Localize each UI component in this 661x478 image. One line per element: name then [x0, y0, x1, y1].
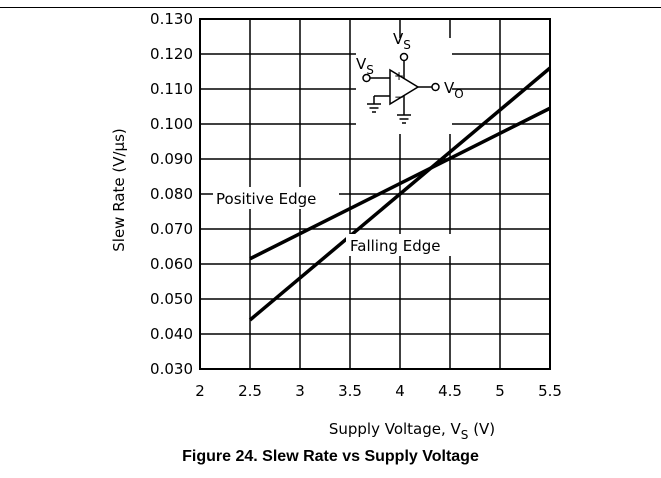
op-amp-labels: + − VS VS VO	[356, 30, 464, 104]
minus-sign: −	[394, 90, 404, 104]
series-lines	[248, 66, 552, 322]
x-tick-label: 2.5	[238, 382, 262, 400]
op-amp-schematic	[356, 38, 452, 134]
top-rule	[0, 7, 661, 8]
figure-caption: Figure 24. Slew Rate vs Supply Voltage	[182, 448, 479, 465]
x-tick-label: 3.5	[338, 382, 362, 400]
x-tick-labels: 2 2.5 3 3.5 4 4.5 5 5.5	[195, 382, 562, 400]
y-tick-label: 0.110	[150, 80, 193, 98]
slew-rate-chart: 0.030 0.040 0.050 0.060 0.070 0.080 0.090 0.100…	[110, 10, 562, 440]
vs-left-label: VS	[356, 55, 374, 77]
x-tick-label: 5.5	[538, 382, 562, 400]
y-axis-label: Slew Rate (V/μs)	[110, 128, 128, 252]
positive-edge-label-bg	[213, 187, 339, 209]
falling-edge-label-bg	[346, 234, 476, 256]
plus-sign: +	[394, 69, 404, 83]
y-tick-label: 0.090	[150, 150, 193, 168]
x-tick-label: 5	[495, 382, 505, 400]
x-tick-label: 3	[295, 382, 305, 400]
vo-label: VO	[444, 79, 464, 101]
x-tick-label: 4.5	[438, 382, 462, 400]
falling-edge-label: Falling Edge	[350, 237, 441, 255]
y-tick-label: 0.040	[150, 325, 193, 343]
x-tick-label: 4	[395, 382, 405, 400]
series-line-falling-edge	[248, 66, 552, 322]
x-axis-label: Supply Voltage, VS (V)	[329, 420, 495, 440]
positive-edge-label: Positive Edge	[216, 190, 316, 208]
plot-frame	[199, 18, 551, 370]
y-tick-label: 0.080	[150, 185, 193, 203]
y-tick-label: 0.130	[150, 10, 193, 28]
y-tick-label: 0.050	[150, 290, 193, 308]
y-tick-labels: 0.030 0.040 0.050 0.060 0.070 0.080 0.090 0.100…	[150, 10, 193, 378]
y-tick-label: 0.100	[150, 115, 193, 133]
y-tick-label: 0.070	[150, 220, 193, 238]
y-tick-label: 0.120	[150, 45, 193, 63]
y-tick-label: 0.030	[150, 360, 193, 378]
series-line-positive-edge	[249, 106, 551, 261]
vs-top-label: VS	[393, 30, 411, 52]
y-tick-label: 0.060	[150, 255, 193, 273]
x-tick-label: 2	[195, 382, 205, 400]
